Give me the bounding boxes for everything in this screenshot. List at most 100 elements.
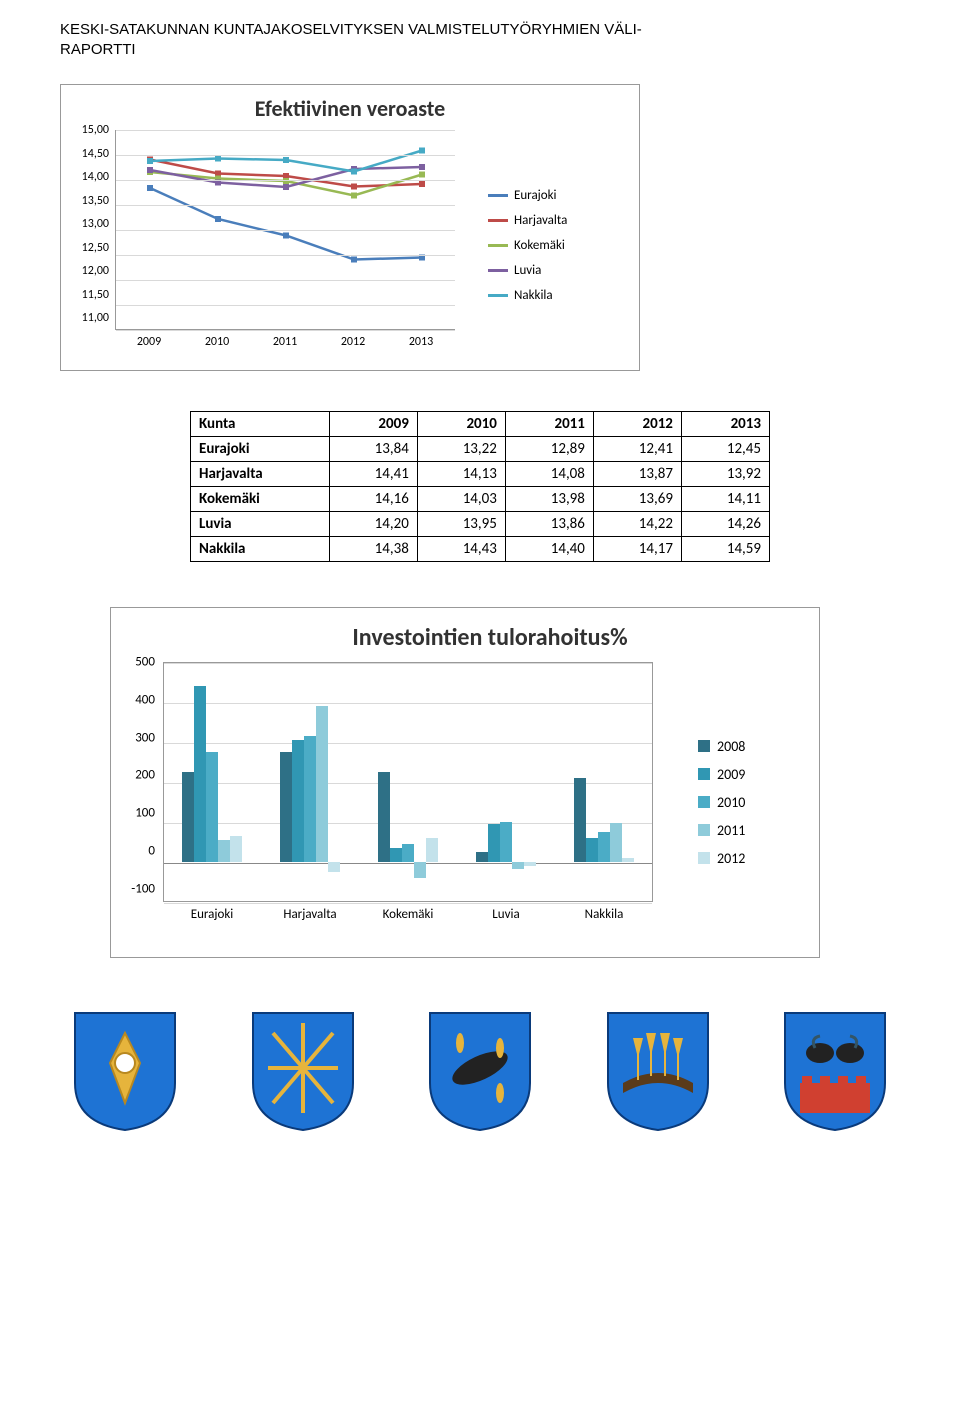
table-cell: 13,84 bbox=[329, 437, 417, 462]
legend-swatch bbox=[488, 244, 508, 247]
table-cell: 14,17 bbox=[593, 537, 681, 562]
bar bbox=[328, 862, 340, 872]
table-header: Kunta bbox=[191, 412, 330, 437]
bar bbox=[304, 736, 316, 862]
line-chart: Efektiivinen veroaste 15,0014,5014,0013,… bbox=[60, 84, 640, 371]
legend-label: Nakkila bbox=[514, 288, 553, 303]
legend-item: Luvia bbox=[488, 263, 603, 278]
legend-swatch bbox=[488, 294, 508, 297]
legend-label: Luvia bbox=[514, 263, 541, 278]
table-header: 2013 bbox=[681, 412, 769, 437]
y-tick: 15,00 bbox=[73, 124, 109, 136]
luvia-crest bbox=[603, 1008, 713, 1133]
bar bbox=[280, 752, 292, 862]
bar-group bbox=[457, 662, 555, 902]
municipality-crests bbox=[60, 1008, 900, 1133]
bar bbox=[182, 772, 194, 862]
nakkila-crest bbox=[780, 1008, 890, 1133]
table-row: Eurajoki13,8413,2212,8912,4112,45 bbox=[191, 437, 770, 462]
y-tick: 12,00 bbox=[73, 265, 109, 277]
title-line2: RAPORTTI bbox=[60, 41, 136, 58]
legend-label: Kokemäki bbox=[514, 238, 565, 253]
table-row: Luvia14,2013,9513,8614,2214,26 bbox=[191, 512, 770, 537]
legend-item: 2009 bbox=[698, 766, 783, 783]
table-cell: 14,03 bbox=[417, 487, 505, 512]
y-tick: 13,00 bbox=[73, 218, 109, 230]
page-title: KESKI-SATAKUNNAN KUNTAJAKOSELVITYKSEN VA… bbox=[60, 20, 900, 59]
table-header: 2012 bbox=[593, 412, 681, 437]
y-tick: 0 bbox=[123, 845, 155, 858]
legend-swatch bbox=[698, 824, 710, 836]
table-cell: 14,43 bbox=[417, 537, 505, 562]
bar-group bbox=[359, 662, 457, 902]
table-cell: 13,92 bbox=[681, 462, 769, 487]
legend-label: Harjavalta bbox=[514, 213, 567, 228]
bar bbox=[218, 840, 230, 862]
table-row: Nakkila14,3814,4314,4014,1714,59 bbox=[191, 537, 770, 562]
x-tick: 2010 bbox=[183, 335, 251, 349]
bar bbox=[622, 858, 634, 862]
legend-swatch bbox=[698, 768, 710, 780]
title-line1: KESKI-SATAKUNNAN KUNTAJAKOSELVITYKSEN VA… bbox=[60, 21, 642, 38]
bar bbox=[586, 838, 598, 862]
data-table: Kunta20092010201120122013 Eurajoki13,841… bbox=[190, 411, 770, 562]
table-cell: 13,98 bbox=[505, 487, 593, 512]
bar bbox=[292, 740, 304, 862]
y-tick: 500 bbox=[123, 656, 155, 669]
table-cell: 13,22 bbox=[417, 437, 505, 462]
bar-group bbox=[163, 662, 261, 902]
bar-chart-legend: 20082009201020112012 bbox=[673, 662, 783, 942]
legend-swatch bbox=[698, 740, 710, 752]
table-header: 2009 bbox=[329, 412, 417, 437]
table-cell: 13,87 bbox=[593, 462, 681, 487]
legend-item: 2011 bbox=[698, 822, 783, 839]
bar bbox=[574, 778, 586, 862]
harjavalta-crest bbox=[248, 1008, 358, 1133]
legend-label: 2009 bbox=[717, 766, 745, 783]
table-header: 2011 bbox=[505, 412, 593, 437]
legend-swatch bbox=[488, 194, 508, 197]
bar bbox=[610, 823, 622, 862]
table-cell: 12,41 bbox=[593, 437, 681, 462]
bar bbox=[390, 848, 402, 862]
y-tick: -100 bbox=[123, 882, 155, 895]
legend-label: 2008 bbox=[717, 738, 745, 755]
bar bbox=[426, 838, 438, 862]
bar bbox=[378, 772, 390, 862]
legend-item: Nakkila bbox=[488, 288, 603, 303]
legend-item: 2010 bbox=[698, 794, 783, 811]
table-cell: Kokemäki bbox=[191, 487, 330, 512]
table-cell: Nakkila bbox=[191, 537, 330, 562]
y-tick: 14,00 bbox=[73, 171, 109, 183]
y-tick: 300 bbox=[123, 731, 155, 744]
bar bbox=[500, 822, 512, 862]
table-cell: Eurajoki bbox=[191, 437, 330, 462]
x-tick: 2009 bbox=[115, 335, 183, 349]
legend-label: 2010 bbox=[717, 794, 745, 811]
bar bbox=[414, 862, 426, 878]
table-cell: Luvia bbox=[191, 512, 330, 537]
table-row: Kokemäki14,1614,0313,9813,6914,11 bbox=[191, 487, 770, 512]
bar-group bbox=[555, 662, 653, 902]
line-chart-plot: 15,0014,5014,0013,5013,0012,5012,0011,50… bbox=[73, 130, 473, 360]
table-cell: 14,38 bbox=[329, 537, 417, 562]
table-cell: 13,69 bbox=[593, 487, 681, 512]
legend-swatch bbox=[698, 852, 710, 864]
x-tick: 2013 bbox=[387, 335, 455, 349]
x-tick: Harjavalta bbox=[261, 907, 359, 922]
legend-item: Eurajoki bbox=[488, 188, 603, 203]
eurajoki-crest bbox=[70, 1008, 180, 1133]
table-row: Harjavalta14,4114,1314,0813,8713,92 bbox=[191, 462, 770, 487]
bar bbox=[316, 706, 328, 862]
bar-chart-title: Investointien tulorahoitus% bbox=[123, 623, 807, 652]
y-tick: 12,50 bbox=[73, 242, 109, 254]
table-cell: Harjavalta bbox=[191, 462, 330, 487]
bar bbox=[402, 844, 414, 862]
table-cell: 14,26 bbox=[681, 512, 769, 537]
bar bbox=[488, 824, 500, 862]
y-tick: 200 bbox=[123, 769, 155, 782]
series-eurajoki bbox=[150, 188, 422, 260]
legend-item: Kokemäki bbox=[488, 238, 603, 253]
table-cell: 14,22 bbox=[593, 512, 681, 537]
bar bbox=[524, 862, 536, 866]
